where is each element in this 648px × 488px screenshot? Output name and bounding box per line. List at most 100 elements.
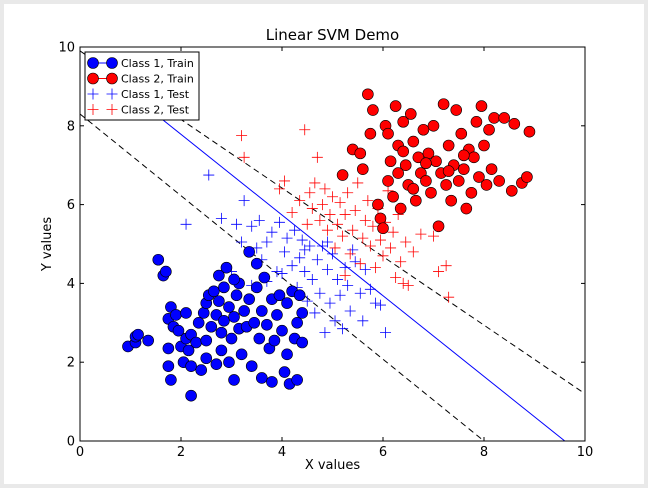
class-1-train-point (142, 334, 154, 347)
class-2-test-point (236, 130, 248, 142)
class-1-test-point (276, 268, 288, 280)
class-2-train-point (420, 157, 432, 170)
x-tick-label: 0 (76, 445, 84, 460)
class-2-test-point (311, 151, 323, 163)
y-axis-label: Y values (40, 217, 55, 273)
class-2-train-point (374, 212, 387, 225)
class-2-train-point (404, 108, 417, 120)
class-1-train-point (253, 332, 266, 345)
legend-marker-class-2-train (87, 72, 99, 85)
class-2-test-point (238, 151, 250, 163)
class-2-test-point (357, 232, 369, 244)
class-1-test-point (281, 232, 293, 244)
class-2-test-point (327, 191, 338, 203)
class-1-test-point (180, 218, 192, 230)
class-1-train-point (230, 289, 243, 302)
class-2-test-point (324, 208, 336, 220)
class-2-test-point (400, 236, 412, 248)
class-2-test-point (385, 242, 397, 254)
class-1-test-point (299, 244, 311, 256)
class-2-train-point (483, 123, 495, 136)
decision-boundary-line (145, 105, 566, 441)
class-2-test-point (321, 224, 333, 236)
class-2-test-point (306, 203, 318, 215)
class-2-train-point (362, 88, 374, 101)
class-1-test-point (337, 323, 349, 335)
class-2-train-point (389, 100, 402, 112)
legend-marker-class-1-train (106, 57, 118, 69)
class-2-train-point (478, 139, 490, 152)
class-1-train-point (255, 372, 268, 384)
y-tick-label: 6 (67, 198, 75, 213)
class-1-test-point (294, 252, 306, 264)
class-2-train-point (470, 116, 483, 128)
class-1-train-point (152, 253, 165, 266)
class-1-test-point (266, 226, 278, 238)
class-1-test-point (311, 254, 323, 266)
class-2-test-point (377, 250, 389, 262)
legend-marker-class-2-test (106, 104, 118, 115)
class-1-train-point (160, 265, 172, 278)
class-2-test-point (337, 230, 349, 242)
legend-marker-class-2-test (87, 104, 99, 115)
class-1-train-point (208, 285, 220, 298)
legend-label-class-1-train: Class 1, Train (121, 57, 194, 70)
class-1-train-point (223, 301, 235, 313)
class-1-train-point (218, 281, 230, 294)
class-2-test-point (273, 183, 285, 195)
class-2-train-point (442, 165, 455, 177)
class-1-test-point (289, 224, 301, 236)
class-2-test-point (354, 258, 366, 270)
class-1-train-point (293, 289, 306, 302)
class-1-train-point (218, 315, 230, 327)
class-2-train-point (397, 145, 410, 158)
class-2-train-point (442, 139, 455, 152)
class-1-test-point (231, 218, 243, 230)
class-2-train-point (387, 190, 399, 203)
legend-label-class-2-test: Class 2, Test (121, 104, 190, 117)
class-1-train-point (296, 336, 309, 349)
class-2-train-point (427, 120, 440, 132)
class-2-test-point (390, 271, 402, 283)
class-1-test-point (374, 299, 386, 311)
class-2-test-point (319, 183, 331, 195)
class-2-train-point (399, 159, 412, 171)
class-2-train-point (465, 186, 478, 199)
class-1-train-point (278, 366, 291, 378)
class-2-train-point (394, 202, 407, 215)
class-2-test-point (301, 218, 313, 230)
class-1-train-point (225, 332, 238, 345)
class-1-train-point (245, 360, 258, 372)
class-2-test-point (279, 175, 291, 187)
class-1-train-point (215, 326, 228, 339)
class-1-train-point (215, 344, 228, 357)
class-2-train-point (508, 118, 521, 130)
class-2-train-point (480, 179, 493, 191)
legend-marker-class-1-test (87, 88, 99, 100)
y-tick-label: 0 (67, 435, 75, 450)
class-2-train-point (455, 127, 468, 140)
class-2-test-point (314, 214, 326, 226)
class-1-train-point (220, 261, 233, 274)
class-2-test-point (304, 187, 316, 199)
legend-label-class-1-test: Class 1, Test (121, 88, 190, 101)
class-2-train-point (445, 194, 457, 207)
class-2-test-point (374, 234, 386, 246)
y-tick-label: 4 (67, 277, 75, 292)
class-2-test-point (407, 246, 419, 258)
class-1-train-point (250, 281, 263, 294)
class-1-train-point (271, 309, 283, 321)
class-2-train-point (382, 127, 394, 140)
class-2-train-point (452, 175, 465, 187)
class-1-test-point (253, 214, 265, 226)
class-1-test-point (334, 289, 346, 301)
plot-frame (79, 46, 586, 442)
class-2-train-point (367, 104, 379, 116)
class-2-test-point (342, 187, 354, 199)
class-2-train-point (488, 112, 500, 124)
class-2-test-point (339, 208, 351, 220)
class-2-train-point (364, 127, 377, 140)
class-1-test-point (203, 169, 215, 181)
class-2-train-point (384, 155, 397, 168)
class-1-train-point (228, 311, 240, 323)
